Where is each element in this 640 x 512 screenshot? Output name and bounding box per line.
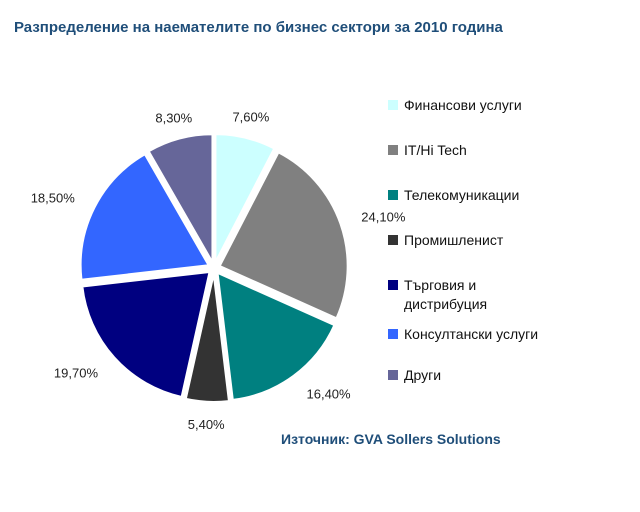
legend-item: Консултански услуги (388, 325, 554, 344)
slice-value-label: 16,40% (307, 387, 352, 402)
source-note: Източник: GVA Sollers Solutions (281, 431, 501, 447)
legend-label: Телекомуникации (404, 187, 520, 203)
legend-item: Телекомуникации (388, 186, 554, 205)
pie-slice (147, 133, 214, 266)
slice-value-label: 24,10% (361, 210, 406, 225)
legend-swatch (388, 235, 398, 245)
slice-value-label: 5,40% (188, 417, 225, 432)
pie-slice (81, 270, 211, 399)
legend-label: Финансови услуги (404, 97, 522, 113)
legend-item: Финансови услуги (388, 96, 554, 115)
pie-slice (218, 150, 349, 320)
pie-slice (216, 271, 336, 402)
legend-item: IT/Hi Tech (388, 141, 554, 160)
pie-slice (79, 152, 211, 281)
legend-label: Други (404, 367, 442, 383)
legend-item: Търговия и дистрибуция (388, 276, 554, 314)
pie-slice (184, 273, 231, 403)
legend: Финансови услуги IT/Hi Tech Телекомуникаци… (388, 96, 638, 396)
legend-swatch (388, 190, 398, 200)
legend-swatch (388, 370, 398, 380)
legend-swatch (388, 329, 398, 339)
legend-label: Търговия и дистрибуция (404, 277, 488, 312)
slice-value-label: 8,30% (155, 110, 192, 125)
legend-swatch (388, 100, 398, 110)
pie-slice (214, 133, 276, 263)
legend-label: Консултански услуги (404, 326, 539, 342)
slice-value-label: 19,70% (54, 365, 99, 380)
slice-value-label: 18,50% (31, 191, 76, 206)
legend-swatch (388, 280, 398, 290)
legend-label: IT/Hi Tech (404, 142, 467, 158)
legend-item: Промишленист (388, 231, 554, 250)
chart-title: Разпределение на наемателите по бизнес с… (14, 19, 503, 36)
slice-value-label: 7,60% (232, 109, 269, 124)
legend-item: Други (388, 366, 554, 385)
legend-swatch (388, 145, 398, 155)
legend-label: Промишленист (404, 232, 504, 248)
